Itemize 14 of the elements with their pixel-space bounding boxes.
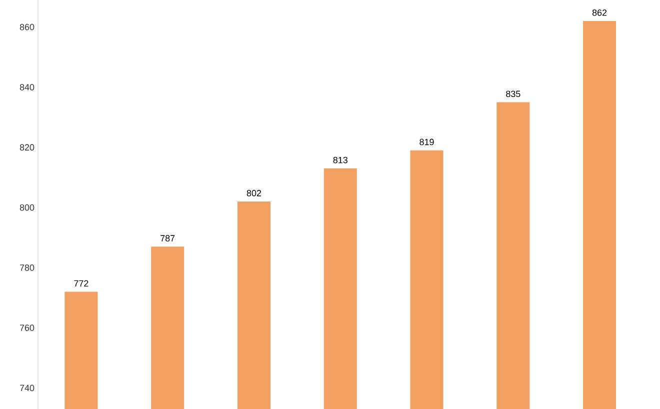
data-label: 819 [420, 138, 434, 146]
data-label: 835 [506, 90, 520, 98]
data-label: 802 [246, 190, 261, 196]
data-label: 813 [333, 156, 348, 164]
data-label: 862 [592, 9, 607, 16]
y-tick-label: 760 [20, 324, 34, 331]
y-tick-label: 740 [20, 384, 34, 392]
y-tick-label: 820 [20, 144, 34, 151]
y-tick-label: 800 [20, 204, 34, 211]
y-tick-label: 780 [20, 264, 34, 271]
y-tick-label: 840 [20, 84, 34, 90]
data-label: 787 [160, 235, 175, 242]
y-tick-label: 860 [20, 24, 34, 30]
data-label: 772 [74, 280, 88, 287]
